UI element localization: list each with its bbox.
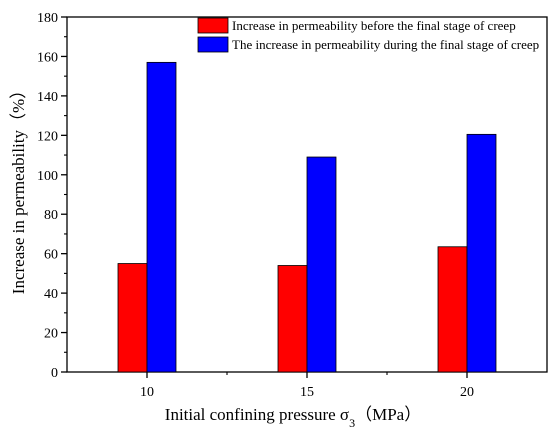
bars [117,61,497,373]
bar-before-final-stage [277,265,308,373]
y-tick-label: 180 [37,11,58,26]
bar-before-final-stage [437,246,468,373]
y-tick-label: 0 [51,366,58,381]
x-axis-label: Initial confining pressure σ3（MPa） [165,405,421,430]
x-tick-label: 20 [460,385,474,400]
legend: Increase in permeability before the fina… [197,17,539,53]
bar-during-final-stage [466,133,497,373]
legend-label: The increase in permeability during the … [232,37,539,52]
y-tick-label: 160 [37,50,58,65]
legend-swatch [197,17,229,34]
x-axis-label-subscript: 3 [349,416,355,430]
y-tick-label: 20 [44,327,58,342]
y-tick-label: 140 [37,90,58,105]
x-axis-label-main: Initial confining pressure σ [165,405,349,424]
bar-before-final-stage [117,263,148,373]
y-tick-label: 100 [37,169,58,184]
y-tick-label: 80 [44,208,58,223]
x-axis-label-unit: （MPa） [355,405,421,424]
bar-during-final-stage [146,61,177,373]
x-tick-label: 10 [140,385,154,400]
y-tick-label: 40 [44,287,58,302]
y-axis-label: Increase in permeability（%） [9,82,28,294]
y-tick-label: 120 [37,129,58,144]
y-tick-label: 60 [44,248,58,263]
legend-label: Increase in permeability before the fina… [232,18,516,33]
x-tick-label: 15 [300,385,314,400]
bar-during-final-stage [306,156,337,373]
legend-swatch [197,36,229,53]
